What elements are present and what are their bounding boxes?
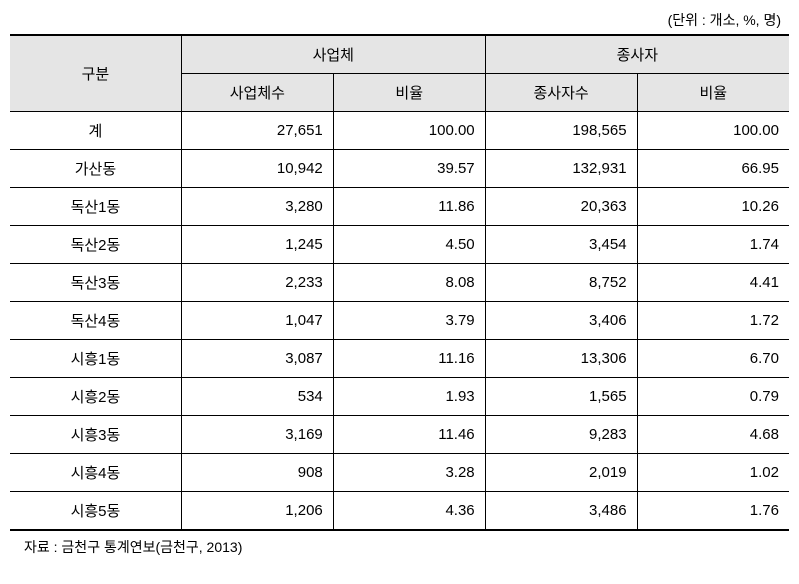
cell-biz-count: 1,047 [181, 302, 333, 340]
header-employee: 종사자 [485, 35, 789, 74]
cell-biz-ratio: 3.79 [333, 302, 485, 340]
cell-emp-ratio: 66.95 [637, 150, 789, 188]
cell-emp-ratio: 4.41 [637, 264, 789, 302]
cell-name: 시흥1동 [10, 340, 181, 378]
table-row: 계 27,651 100.00 198,565 100.00 [10, 112, 789, 150]
header-category: 구분 [10, 35, 181, 112]
cell-name: 계 [10, 112, 181, 150]
table-row: 시흥3동 3,169 11.46 9,283 4.68 [10, 416, 789, 454]
cell-biz-count: 1,206 [181, 492, 333, 531]
cell-emp-ratio: 1.72 [637, 302, 789, 340]
table-row: 시흥5동 1,206 4.36 3,486 1.76 [10, 492, 789, 531]
cell-name: 독산4동 [10, 302, 181, 340]
table-row: 독산3동 2,233 8.08 8,752 4.41 [10, 264, 789, 302]
cell-emp-count: 9,283 [485, 416, 637, 454]
cell-biz-ratio: 39.57 [333, 150, 485, 188]
cell-emp-count: 20,363 [485, 188, 637, 226]
cell-name: 시흥2동 [10, 378, 181, 416]
cell-biz-ratio: 11.16 [333, 340, 485, 378]
table-body: 계 27,651 100.00 198,565 100.00 가산동 10,94… [10, 112, 789, 531]
cell-emp-ratio: 100.00 [637, 112, 789, 150]
cell-name: 시흥3동 [10, 416, 181, 454]
cell-emp-ratio: 10.26 [637, 188, 789, 226]
header-employee-count: 종사자수 [485, 74, 637, 112]
cell-biz-ratio: 4.36 [333, 492, 485, 531]
data-table: 구분 사업체 종사자 사업체수 비율 종사자수 비율 계 27,651 100.… [10, 34, 789, 531]
table-row: 시흥1동 3,087 11.16 13,306 6.70 [10, 340, 789, 378]
cell-biz-ratio: 8.08 [333, 264, 485, 302]
cell-emp-count: 3,454 [485, 226, 637, 264]
cell-emp-ratio: 1.02 [637, 454, 789, 492]
cell-emp-count: 13,306 [485, 340, 637, 378]
table-header: 구분 사업체 종사자 사업체수 비율 종사자수 비율 [10, 35, 789, 112]
cell-biz-count: 3,169 [181, 416, 333, 454]
cell-emp-ratio: 0.79 [637, 378, 789, 416]
header-employee-ratio: 비율 [637, 74, 789, 112]
cell-biz-count: 3,280 [181, 188, 333, 226]
cell-biz-ratio: 3.28 [333, 454, 485, 492]
cell-biz-count: 2,233 [181, 264, 333, 302]
cell-name: 독산3동 [10, 264, 181, 302]
cell-biz-count: 3,087 [181, 340, 333, 378]
header-business-count: 사업체수 [181, 74, 333, 112]
table-row: 시흥4동 908 3.28 2,019 1.02 [10, 454, 789, 492]
cell-emp-count: 132,931 [485, 150, 637, 188]
cell-name: 가산동 [10, 150, 181, 188]
source-note: 자료 : 금천구 통계연보(금천구, 2013) [10, 537, 789, 557]
cell-emp-count: 1,565 [485, 378, 637, 416]
cell-emp-ratio: 1.74 [637, 226, 789, 264]
cell-biz-ratio: 11.46 [333, 416, 485, 454]
cell-emp-ratio: 6.70 [637, 340, 789, 378]
cell-name: 시흥5동 [10, 492, 181, 531]
table-row: 독산2동 1,245 4.50 3,454 1.74 [10, 226, 789, 264]
table-row: 시흥2동 534 1.93 1,565 0.79 [10, 378, 789, 416]
header-business-ratio: 비율 [333, 74, 485, 112]
cell-biz-count: 534 [181, 378, 333, 416]
cell-biz-ratio: 100.00 [333, 112, 485, 150]
table-row: 가산동 10,942 39.57 132,931 66.95 [10, 150, 789, 188]
cell-emp-count: 198,565 [485, 112, 637, 150]
header-business: 사업체 [181, 35, 485, 74]
cell-emp-count: 8,752 [485, 264, 637, 302]
table-row: 독산4동 1,047 3.79 3,406 1.72 [10, 302, 789, 340]
cell-biz-count: 1,245 [181, 226, 333, 264]
cell-biz-count: 27,651 [181, 112, 333, 150]
cell-biz-count: 10,942 [181, 150, 333, 188]
cell-name: 시흥4동 [10, 454, 181, 492]
cell-emp-count: 3,406 [485, 302, 637, 340]
unit-note: (단위 : 개소, %, 명) [10, 10, 789, 30]
cell-name: 독산2동 [10, 226, 181, 264]
cell-name: 독산1동 [10, 188, 181, 226]
cell-biz-ratio: 1.93 [333, 378, 485, 416]
cell-emp-count: 2,019 [485, 454, 637, 492]
cell-emp-ratio: 4.68 [637, 416, 789, 454]
cell-emp-ratio: 1.76 [637, 492, 789, 531]
cell-biz-ratio: 11.86 [333, 188, 485, 226]
cell-biz-ratio: 4.50 [333, 226, 485, 264]
cell-emp-count: 3,486 [485, 492, 637, 531]
table-row: 독산1동 3,280 11.86 20,363 10.26 [10, 188, 789, 226]
cell-biz-count: 908 [181, 454, 333, 492]
